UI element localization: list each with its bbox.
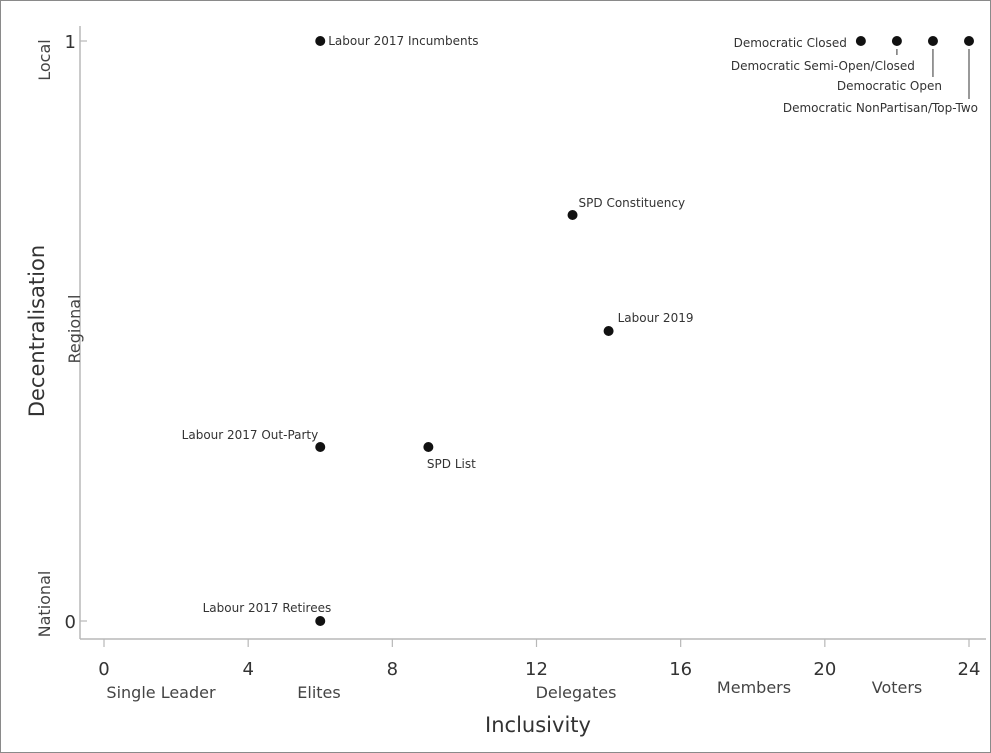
point-labour-2017-incumbents (315, 36, 326, 46)
point-label-labour-2019: Labour 2019 (618, 311, 694, 325)
point-democratic-open (927, 36, 938, 46)
point-labour-2019 (603, 326, 614, 336)
y-category-regional: Regional (65, 294, 84, 363)
x-category-voters: Voters (872, 678, 923, 697)
x-tick-label-8: 8 (387, 659, 398, 680)
x-tick-label-20: 20 (813, 659, 836, 680)
point-spd-constituency (567, 210, 578, 220)
point-labour-2017-out-party (315, 442, 326, 452)
point-labour-2017-retirees (315, 616, 326, 626)
point-democratic-nonpartisan-top-two (964, 36, 974, 46)
x-tick-label-16: 16 (669, 659, 692, 680)
point-label-democratic-nonpartisan-top-two: Democratic NonPartisan/Top-Two (783, 101, 978, 115)
x-tick-label-0: 0 (98, 659, 109, 680)
point-label-labour-2017-out-party: Labour 2017 Out-Party (182, 428, 319, 442)
point-label-democratic-semi-open-closed: Democratic Semi-Open/Closed (731, 59, 915, 73)
x-category-members: Members (717, 678, 791, 697)
point-spd-list (423, 442, 434, 452)
x-category-elites: Elites (297, 683, 340, 702)
x-tick-label-12: 12 (525, 659, 548, 680)
y-category-local: Local (35, 39, 54, 80)
x-axis-title: Inclusivity (485, 713, 591, 737)
y-category-national: National (35, 571, 54, 638)
point-democratic-closed (855, 36, 866, 46)
y-tick-label-0: 0 (65, 612, 76, 633)
x-category-single-leader: Single Leader (106, 683, 216, 702)
point-label-democratic-open: Democratic Open (837, 79, 942, 93)
x-tick-label-24: 24 (958, 659, 981, 680)
x-tick-label-4: 4 (242, 659, 253, 680)
y-tick-label-1: 1 (65, 32, 76, 53)
point-label-labour-2017-incumbents: Labour 2017 Incumbents (328, 34, 478, 48)
point-label-spd-list: SPD List (427, 457, 476, 471)
point-label-labour-2017-retirees: Labour 2017 Retirees (203, 601, 332, 615)
y-axis-title: Decentralisation (25, 245, 49, 417)
point-label-democratic-closed: Democratic Closed (734, 36, 847, 50)
point-label-spd-constituency: SPD Constituency (579, 196, 686, 210)
point-democratic-semi-open-closed (891, 36, 902, 46)
x-category-delegates: Delegates (536, 683, 617, 702)
